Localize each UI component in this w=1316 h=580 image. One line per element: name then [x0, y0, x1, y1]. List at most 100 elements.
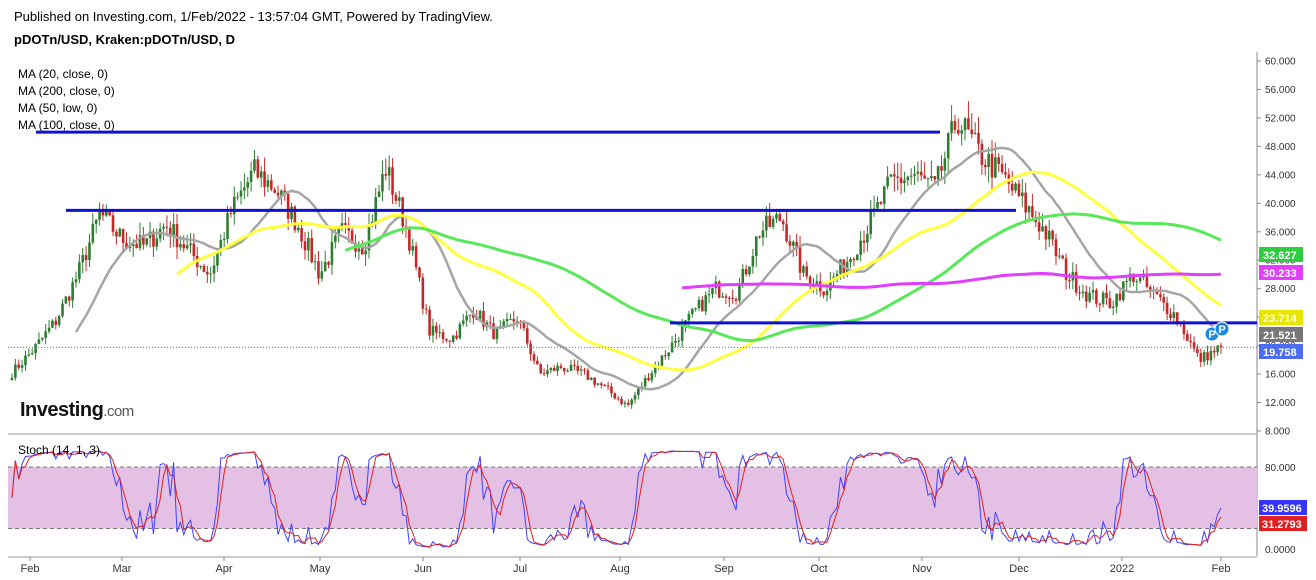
candle-body [923, 175, 926, 179]
y-tick-label: 52.000 [1265, 113, 1296, 124]
candle-body [687, 313, 691, 321]
candle-body [1061, 255, 1065, 259]
x-tick-label: Jun [414, 563, 432, 575]
candle-body [916, 171, 920, 174]
stoch-band [8, 467, 1257, 529]
candle-body [30, 353, 34, 355]
y-tick-label: 12.000 [1265, 398, 1296, 409]
candle-body [152, 231, 155, 247]
candle-body [869, 211, 873, 234]
x-tick-label: Aug [610, 563, 630, 575]
stoch-tag [1259, 516, 1307, 531]
legend-ma50[interactable]: MA (50, low, 0) [18, 101, 98, 115]
candle-body [802, 266, 805, 273]
candle-body [711, 288, 714, 295]
candle-body [785, 224, 788, 242]
indicator-legend: MA (20, close, 0) MA (200, close, 0) MA … [18, 66, 115, 134]
investing-logo: Investing.com [20, 399, 134, 421]
candle-body [724, 296, 728, 298]
candle-body [626, 402, 630, 405]
candle-body [940, 166, 943, 171]
candle-body [1074, 272, 1078, 293]
candle-body [751, 256, 755, 267]
pivot-marker-label: P [1208, 329, 1215, 341]
candle-body [930, 176, 933, 179]
candle-body [653, 366, 657, 374]
candle-body [512, 319, 516, 322]
candle-body [546, 370, 549, 375]
candle-body [51, 320, 54, 328]
candle-body [1041, 226, 1044, 232]
candle-body [852, 258, 856, 261]
candle-body [805, 266, 809, 277]
candle-body [1165, 302, 1169, 315]
candle-body [765, 215, 768, 231]
candle-body [226, 213, 229, 239]
candle-body [1081, 291, 1085, 294]
candle-body [71, 282, 74, 301]
candle-body [445, 338, 448, 341]
candle-body [583, 369, 586, 371]
candle-body [926, 178, 930, 180]
candle-body [57, 315, 61, 325]
candle-body [84, 255, 88, 261]
candle-body [273, 189, 276, 193]
price-tag [1259, 247, 1303, 262]
candle-body [78, 262, 81, 280]
candle-body [680, 326, 684, 341]
candle-body [1021, 192, 1024, 197]
candle-body [387, 167, 391, 176]
y-tick-label: 56.000 [1265, 85, 1296, 96]
candle-body [977, 132, 980, 144]
candle-body [17, 364, 21, 368]
y-tick-label: 60.000 [1265, 57, 1296, 68]
candle-body [192, 243, 196, 257]
candle-body [333, 235, 337, 242]
candle-body [303, 241, 307, 251]
candle-body [377, 191, 381, 198]
candle-body [788, 241, 792, 246]
candle-body [384, 174, 388, 176]
candle-body [468, 314, 472, 316]
candle-body [74, 279, 78, 283]
stoch-legend[interactable]: Stoch (14, 1, 3) [18, 443, 101, 457]
candle-body [1219, 345, 1223, 348]
candle-body [1101, 292, 1105, 305]
y-tick-label: 40.000 [1265, 199, 1296, 210]
legend-ma100[interactable]: MA (100, close, 0) [18, 118, 115, 132]
candle-body [172, 224, 175, 237]
candle-body [360, 248, 364, 255]
x-tick-label: Feb [1212, 563, 1231, 575]
candle-body [990, 153, 994, 178]
candle-body [707, 294, 711, 296]
candle-body [280, 190, 283, 196]
candle-body [674, 340, 677, 343]
candle-body [1105, 292, 1108, 299]
candle-body [14, 364, 17, 378]
candle-body [1047, 230, 1051, 240]
candle-body [970, 129, 974, 135]
candle-body [593, 377, 596, 385]
candle-body [1095, 290, 1098, 304]
candle-body [64, 296, 68, 304]
candle-body [1212, 350, 1216, 353]
legend-ma20[interactable]: MA (20, close, 0) [18, 67, 109, 81]
candle-body [532, 354, 536, 361]
candle-body [1199, 353, 1203, 362]
candle-body [1196, 348, 1199, 354]
candle-body [973, 132, 977, 135]
candle-body [600, 383, 603, 386]
candle-body [1172, 312, 1176, 319]
candle-body [138, 235, 142, 249]
candle-body [596, 383, 600, 385]
candle-body [249, 170, 253, 182]
price-tag [1259, 327, 1303, 342]
ma20-line [74, 146, 1222, 391]
candle-body [525, 328, 529, 344]
legend-ma200[interactable]: MA (200, close, 0) [18, 84, 115, 98]
price-tag [1259, 265, 1303, 280]
candle-body [1118, 293, 1122, 300]
candle-body [957, 129, 960, 134]
candle-body [690, 308, 694, 314]
